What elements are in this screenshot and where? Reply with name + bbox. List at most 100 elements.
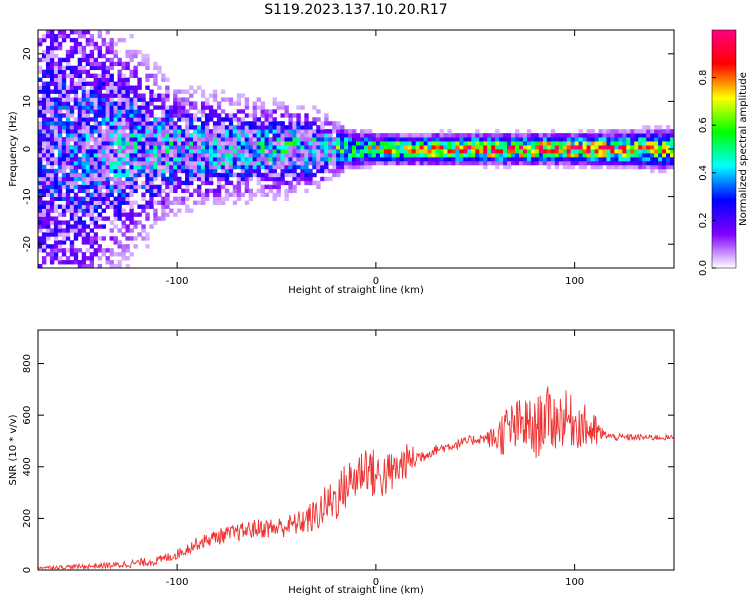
spectrogram-cell <box>157 65 162 71</box>
spectrogram-cell <box>117 196 122 201</box>
spectrogram-cell <box>328 168 333 174</box>
spectrogram-cell <box>630 129 635 134</box>
spectrogram-cell <box>57 256 63 261</box>
spectrogram-cell <box>101 117 106 122</box>
spectrogram-cell <box>149 141 154 146</box>
spectrogram-cell <box>153 149 158 154</box>
spectrogram-cell <box>121 200 126 205</box>
spectrogram-cell <box>495 156 500 162</box>
spectrogram-cell <box>97 192 103 197</box>
spectrogram-cell <box>252 145 258 150</box>
spectrogram-cell <box>61 220 67 225</box>
spectrogram-cell <box>53 85 59 90</box>
spectrogram-cell <box>85 41 91 47</box>
spectrogram-cell <box>630 141 635 146</box>
spectrogram-cell <box>53 105 59 110</box>
spectrogram-cell <box>93 184 99 190</box>
spectrogram-cell <box>189 208 194 213</box>
spectrogram-cell <box>85 248 91 253</box>
spectrogram-cell <box>69 156 75 162</box>
spectrogram-cell <box>181 117 186 122</box>
spectrogram-cell <box>149 224 154 229</box>
spectrogram-cell <box>161 125 166 130</box>
spectrogram-cell <box>181 152 186 158</box>
spectrogram-cell <box>602 141 607 146</box>
spectrogram-cell <box>658 160 663 166</box>
spectrogram-cell <box>81 164 87 170</box>
spectrogram-cell <box>483 133 488 138</box>
spectrogram-cell <box>121 141 126 146</box>
spectrogram-cell <box>38 228 43 233</box>
spectrogram-cell <box>125 156 130 162</box>
spectrogram-cell <box>499 156 504 162</box>
spectrogram-cell <box>666 149 671 154</box>
spectrogram-cell <box>216 125 222 130</box>
spectrogram-cell <box>252 133 258 138</box>
spectrogram-cell <box>185 97 190 102</box>
spectrogram-cell <box>161 188 166 194</box>
spectrogram-cell <box>69 105 75 110</box>
spectrogram-cell <box>328 137 333 142</box>
spectrogram-cell <box>550 137 556 142</box>
spectrogram-cell <box>268 125 273 130</box>
spectrogram-cell <box>53 216 59 221</box>
spectrogram-cell <box>69 129 75 134</box>
spectrogram-cell <box>252 164 258 170</box>
spectrogram-cell <box>57 93 63 98</box>
spectrogram-cell <box>69 228 75 233</box>
spectrogram-cell <box>495 164 500 170</box>
spectrogram-cell <box>515 156 520 162</box>
spectrogram-cell <box>61 192 67 197</box>
spectrogram-cell <box>101 101 106 106</box>
spectrogram-cell <box>73 248 79 253</box>
spectrogram-cell <box>602 129 607 134</box>
spectrogram-cell <box>77 41 83 47</box>
spectrogram-cell <box>73 149 79 154</box>
spectrogram-cell <box>443 152 448 158</box>
spectrogram-cell <box>49 129 55 134</box>
spectrogram-cell <box>638 152 643 158</box>
spectrogram-cell <box>38 101 43 106</box>
spectrogram-cell <box>336 152 341 158</box>
spectrogram-cell <box>57 156 63 162</box>
spectrogram-cell <box>288 164 293 170</box>
spectrogram-cell <box>161 101 166 106</box>
spectrogram-cell <box>45 172 51 178</box>
spectrogram-cell <box>224 133 230 138</box>
spectrogram-cell <box>212 156 218 162</box>
spectrogram-cell <box>93 57 99 63</box>
spectrogram-cell <box>137 141 142 146</box>
spectrogram-cell <box>320 133 325 138</box>
spectrogram-cell <box>367 129 373 134</box>
spectrogram-cell <box>169 200 174 205</box>
spectrogram-cell <box>121 105 126 110</box>
spectrogram-cell <box>654 156 659 162</box>
spectrogram-cell <box>105 93 110 98</box>
spectrogram-cell <box>173 101 178 106</box>
spectrogram-cell <box>252 113 258 118</box>
spectrogram-cell <box>602 156 607 162</box>
spectrogram-cell <box>113 240 118 245</box>
spectrogram-cell <box>61 89 67 94</box>
spectrogram-cell <box>491 160 496 166</box>
spectrogram-cell <box>348 129 353 134</box>
spectrogram-cell <box>113 49 118 55</box>
spectrogram-cell <box>387 149 393 154</box>
spectrogram-cell <box>427 145 432 150</box>
spectrogram-cell <box>185 121 190 126</box>
snr-ylabel: SNR (10 * v/v) <box>8 414 19 485</box>
spectrogram-cell <box>173 176 178 182</box>
spectrogram-cell <box>101 73 106 78</box>
spectrogram-cell <box>236 125 242 130</box>
spectrogram-cell <box>268 168 273 174</box>
spectrogram-cell <box>312 105 317 110</box>
spectrogram-cell <box>137 113 142 118</box>
spectrogram-cell <box>125 117 130 122</box>
spectrogram-cell <box>121 212 126 217</box>
spectrogram-cell <box>348 137 353 142</box>
spectrogram-cell <box>451 141 456 146</box>
spectrogram-cell <box>395 133 401 138</box>
spectrogram-cell <box>165 105 170 110</box>
spectrogram-cell <box>566 137 572 142</box>
spectrogram-cell <box>89 256 95 261</box>
